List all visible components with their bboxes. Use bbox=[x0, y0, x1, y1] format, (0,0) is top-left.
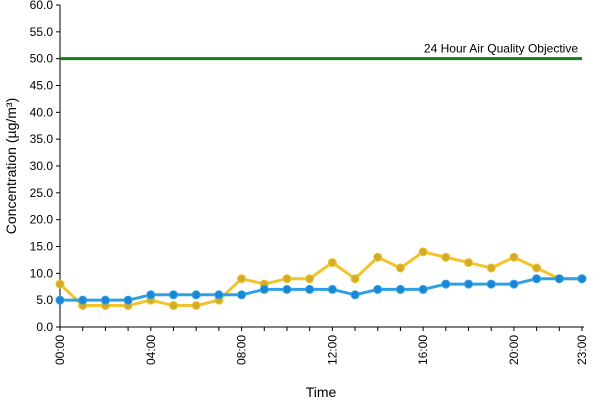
y-tick-label: 0.0 bbox=[36, 320, 53, 334]
series-1-point bbox=[350, 274, 360, 284]
series-2-point bbox=[327, 284, 337, 294]
series-2-point bbox=[259, 284, 269, 294]
series-1-point bbox=[327, 258, 337, 268]
series-2-point bbox=[373, 284, 383, 294]
series-1-point bbox=[282, 274, 292, 284]
series-1-point bbox=[237, 274, 247, 284]
series-2-point bbox=[486, 279, 496, 289]
series-1-point bbox=[464, 258, 474, 268]
series-2-point bbox=[509, 279, 519, 289]
series-2-point bbox=[237, 290, 247, 300]
series-1-point bbox=[509, 252, 519, 262]
reference-line-group: 24 Hour Air Quality Objective bbox=[60, 42, 582, 61]
series-2-point bbox=[305, 284, 315, 294]
series-2-point bbox=[100, 295, 110, 305]
series-2-point bbox=[464, 279, 474, 289]
x-axis-ticks: 00:00 04:00 08:00 12:00 16:00 20:00 23:00 bbox=[53, 327, 589, 365]
x-tick-label: 08:00 bbox=[235, 335, 249, 365]
series-2-point bbox=[123, 295, 133, 305]
series-2-line bbox=[60, 277, 582, 302]
series-2-point bbox=[350, 290, 360, 300]
series-2-point bbox=[395, 284, 405, 294]
y-tick-label: 30.0 bbox=[30, 159, 54, 173]
x-tick-label: 23:00 bbox=[575, 335, 589, 365]
y-tick-label: 35.0 bbox=[30, 132, 54, 146]
series-2-point bbox=[214, 290, 224, 300]
series-1-point bbox=[395, 263, 405, 273]
y-axis-ticks: 0.0 5.0 10.0 15.0 20.0 25.0 30.0 35.0 40.0 45.0 50… bbox=[30, 0, 60, 334]
x-axis-title: Time bbox=[306, 384, 337, 400]
air-quality-objective-label: 24 Hour Air Quality Objective bbox=[424, 42, 578, 56]
y-tick-label: 25.0 bbox=[30, 186, 54, 200]
series-1-point bbox=[418, 247, 428, 257]
x-tick-label: 00:00 bbox=[53, 335, 67, 365]
series-1-point bbox=[532, 263, 542, 273]
series-2-point bbox=[282, 284, 292, 294]
series-2-point bbox=[168, 290, 178, 300]
y-tick-label: 10.0 bbox=[30, 266, 54, 280]
y-tick-label: 55.0 bbox=[30, 25, 54, 39]
y-tick-label: 45.0 bbox=[30, 79, 54, 93]
series-1-point bbox=[168, 301, 178, 311]
series-group bbox=[55, 247, 587, 311]
series-1-point bbox=[55, 279, 65, 289]
y-tick-label: 60.0 bbox=[30, 0, 54, 12]
y-tick-label: 40.0 bbox=[30, 105, 54, 119]
y-tick-label: 50.0 bbox=[30, 52, 54, 66]
series-2-point bbox=[191, 290, 201, 300]
y-tick-label: 20.0 bbox=[30, 213, 54, 227]
series-2-point bbox=[418, 284, 428, 294]
series-1-point bbox=[441, 252, 451, 262]
series-2-point bbox=[55, 295, 65, 305]
series-1-point bbox=[191, 301, 201, 311]
series-2-point bbox=[441, 279, 451, 289]
series-1-point bbox=[373, 252, 383, 262]
y-tick-label: 5.0 bbox=[36, 293, 53, 307]
series-2-point bbox=[532, 274, 542, 284]
series-2-point bbox=[577, 274, 587, 284]
y-tick-label: 15.0 bbox=[30, 240, 54, 254]
series-2-point bbox=[554, 274, 564, 284]
x-tick-label: 04:00 bbox=[144, 335, 158, 365]
x-tick-label: 20:00 bbox=[507, 335, 521, 365]
series-1-point bbox=[486, 263, 496, 273]
x-tick-label: 12:00 bbox=[325, 335, 339, 365]
x-tick-label: 16:00 bbox=[416, 335, 430, 365]
series-1-point bbox=[305, 274, 315, 284]
y-axis-title: Concentration (µg/m³) bbox=[3, 98, 19, 234]
series-2-point bbox=[78, 295, 88, 305]
series-2-point bbox=[146, 290, 156, 300]
